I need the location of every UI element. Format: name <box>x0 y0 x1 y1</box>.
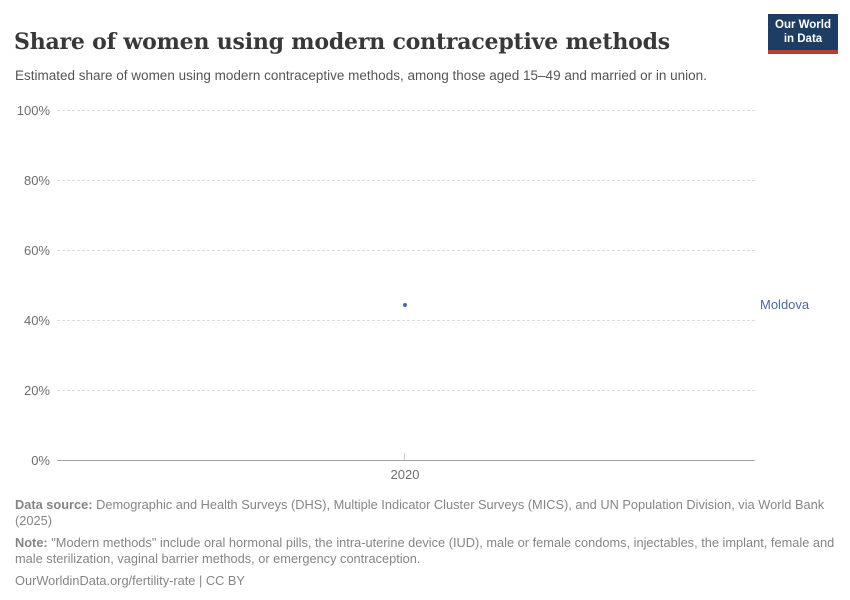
gridline-60 <box>57 250 755 251</box>
chart-subtitle: Estimated share of women using modern co… <box>15 67 707 83</box>
y-tick-label-40: 40% <box>23 313 50 328</box>
note-label: Note: <box>15 535 48 550</box>
owid-logo-line2: in Data <box>783 33 823 45</box>
y-tick-label-20: 20% <box>23 383 50 398</box>
y-tick-label-80: 80% <box>23 173 50 188</box>
chart-footer: Data source: Demographic and Health Surv… <box>15 497 837 595</box>
data-point[interactable] <box>403 302 407 307</box>
data-source-label: Data source: <box>15 497 93 512</box>
x-tick-label-2020: 2020 <box>390 467 420 482</box>
gridline-80 <box>57 180 755 181</box>
chart-title: Share of women using modern contraceptiv… <box>14 28 670 55</box>
citation-separator: | <box>195 573 206 588</box>
y-tick-label-60: 60% <box>23 243 50 258</box>
citation-line: OurWorldinData.org/fertility-rate | CC B… <box>15 573 837 589</box>
owid-logo[interactable]: Our World in Data <box>768 14 839 54</box>
y-tick-label-100: 100% <box>16 103 50 118</box>
y-tick-label-0: 0% <box>31 453 50 468</box>
owid-logo-line1: Our World <box>775 19 832 31</box>
x-tick-mark-2020 <box>404 453 405 460</box>
note-line: Note: "Modern methods" include oral horm… <box>15 535 837 567</box>
gridline-100 <box>57 110 755 111</box>
gridline-20 <box>57 390 755 391</box>
citation-license-link[interactable]: CC BY <box>205 573 245 588</box>
x-axis-line <box>57 460 755 461</box>
data-source-text: Demographic and Health Surveys (DHS), Mu… <box>15 497 825 528</box>
data-source-line: Data source: Demographic and Health Surv… <box>15 497 837 529</box>
entity-label-moldova[interactable]: Moldova <box>760 296 810 312</box>
citation-url-link[interactable]: OurWorldinData.org/fertility-rate <box>15 573 196 588</box>
note-text: "Modern methods" include oral hormonal p… <box>15 535 835 566</box>
gridline-40 <box>57 320 755 321</box>
